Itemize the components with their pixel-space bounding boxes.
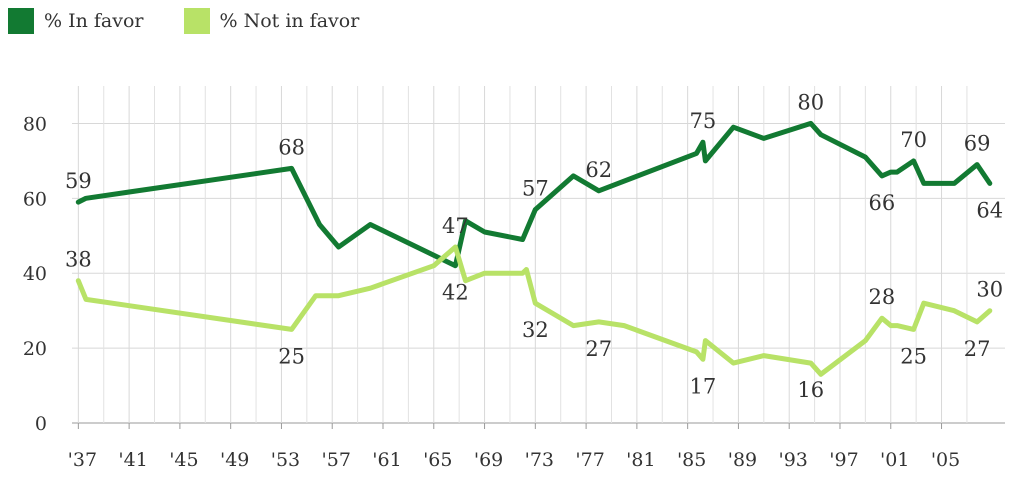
x-tick-label: '53 <box>271 449 300 471</box>
data-label-not-in-favor: 27 <box>964 337 991 361</box>
y-tick-label: 0 <box>35 413 47 435</box>
x-tick-label: '69 <box>474 449 503 471</box>
x-tick-label: '57 <box>322 449 351 471</box>
data-label-not-in-favor: 47 <box>442 214 469 238</box>
x-tick-label: '73 <box>525 449 554 471</box>
data-label-not-in-favor: 38 <box>65 248 92 272</box>
x-tick-label: '89 <box>728 449 757 471</box>
x-tick-label: '65 <box>423 449 452 471</box>
legend-label-in-favor: % In favor <box>44 10 144 32</box>
data-label-in-favor: 66 <box>869 191 896 215</box>
x-tick-label: '49 <box>220 449 249 471</box>
data-label-in-favor: 64 <box>976 198 1003 222</box>
x-tick-label: '85 <box>677 449 706 471</box>
x-tick-label: '93 <box>779 449 808 471</box>
data-label-not-in-favor: 25 <box>900 344 927 368</box>
x-tick-label: '97 <box>829 449 858 471</box>
data-label-not-in-favor: 16 <box>797 378 824 402</box>
data-label-in-favor: 68 <box>278 135 305 159</box>
x-tick-label: '05 <box>931 449 960 471</box>
data-label-not-in-favor: 30 <box>976 278 1003 302</box>
data-label-in-favor: 57 <box>522 177 549 201</box>
data-label-not-in-favor: 17 <box>690 374 717 398</box>
x-tick-label: '37 <box>68 449 97 471</box>
legend-swatch-not-in-favor <box>183 8 210 34</box>
x-tick-label: '01 <box>880 449 909 471</box>
y-tick-label: 80 <box>23 113 47 135</box>
data-label-not-in-favor: 25 <box>278 344 305 368</box>
data-label-not-in-favor: 32 <box>522 318 549 342</box>
data-label-not-in-favor: 28 <box>869 285 896 309</box>
series-line-not-in-favor <box>75 244 993 377</box>
legend-item-not-in-favor: % Not in favor <box>183 8 360 34</box>
legend-item-in-favor: % In favor <box>8 8 144 34</box>
data-label-in-favor: 59 <box>65 169 92 193</box>
data-label-in-favor: 42 <box>442 281 469 305</box>
data-label-in-favor: 62 <box>585 158 612 182</box>
x-tick-label: '81 <box>626 449 655 471</box>
data-label-not-in-favor: 27 <box>585 337 612 361</box>
legend-label-not-in-favor: % Not in favor <box>219 10 360 32</box>
data-label-in-favor: 70 <box>900 128 927 152</box>
y-tick-label: 40 <box>23 263 47 285</box>
x-tick-label: '45 <box>169 449 198 471</box>
legend-swatch-in-favor <box>8 8 34 34</box>
y-tick-label: 20 <box>23 338 47 360</box>
x-tick-label: '61 <box>372 449 401 471</box>
x-tick-label: '41 <box>118 449 147 471</box>
data-label-in-favor: 69 <box>964 132 991 156</box>
series-line-in-favor <box>75 120 993 269</box>
data-label-in-favor: 80 <box>797 90 824 114</box>
legend: % In favor % Not in favor <box>8 8 399 34</box>
y-tick-label: 60 <box>23 188 47 210</box>
x-tick-label: '77 <box>575 449 604 471</box>
data-label-in-favor: 75 <box>690 109 717 133</box>
